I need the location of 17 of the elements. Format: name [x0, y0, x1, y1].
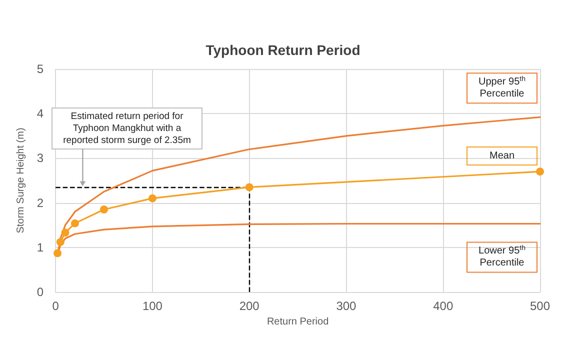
x-axis-title: Return Period	[266, 316, 329, 328]
x-tick-label: 200	[239, 299, 260, 313]
y-tick-label: 1	[36, 240, 44, 254]
x-tick-label: 400	[433, 299, 454, 313]
y-axis-title: Storm Surge Height (m)	[16, 128, 26, 234]
y-tick-label: 2	[36, 196, 44, 210]
x-tick-label: 0	[52, 299, 60, 313]
chart-title: Typhoon Return Period	[206, 42, 360, 58]
y-tick-label: 4	[36, 106, 44, 121]
series-label: Mean	[489, 150, 515, 162]
x-tick-label: 300	[336, 299, 357, 313]
y-tick-label: 3	[36, 151, 44, 166]
annotation: Estimated return period for Typhoon Mangkhut with a reported storm surge of 2.35m	[63, 111, 191, 146]
y-tick-label: 0	[36, 285, 44, 299]
x-tick-label: 500	[530, 299, 550, 313]
y-tick-label: 5	[36, 62, 44, 76]
x-tick-label: 100	[142, 299, 163, 313]
